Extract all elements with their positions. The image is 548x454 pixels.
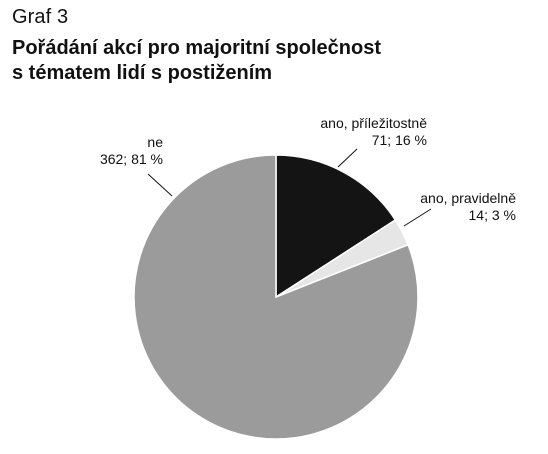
slice-value-ano-prilezitostne: 71; 16 % [372, 132, 427, 148]
leader-line-ano-prilezitostne [337, 148, 358, 168]
pie-slices [133, 154, 419, 440]
slice-label-ano-pravidelne: ano, pravidelně [420, 190, 516, 206]
leader-line-ne [147, 173, 173, 197]
chart-title-line-2: s tématem lidí s postižením [12, 62, 273, 84]
chart-title-line-1: Pořádání akcí pro majoritní společnost [12, 37, 381, 59]
slice-value-ne: 362; 81 % [100, 151, 163, 167]
slice-label-ne: ne [147, 134, 163, 150]
slice-value-ano-pravidelne: 14; 3 % [469, 207, 516, 223]
pie-slice-ne [133, 154, 419, 440]
figure-label: Graf 3 [12, 6, 69, 28]
leader-line-ano-pravidelne [403, 208, 432, 227]
slice-label-ano-prilezitostne: ano, příležitostně [320, 115, 427, 131]
leader-lines [147, 148, 432, 227]
pie-slice-ano-prilezitostne [275, 154, 397, 299]
